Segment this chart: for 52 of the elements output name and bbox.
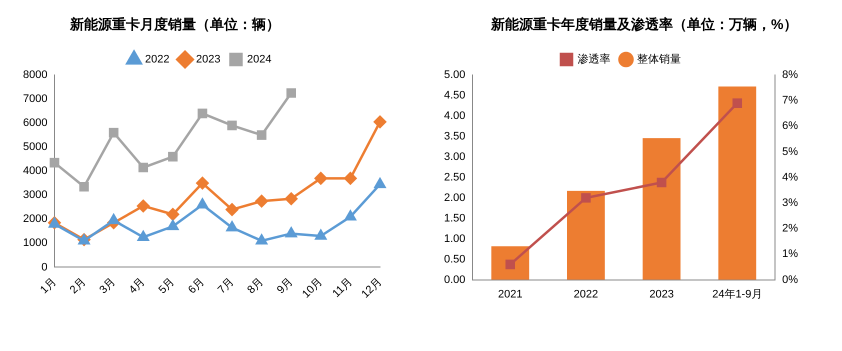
y-tick-label: 2.00 <box>444 192 466 204</box>
legend-label: 2023 <box>196 54 220 66</box>
legend-label: 2024 <box>246 54 272 66</box>
chart-title: 新能源重卡年度销量及渗透率（单位：万辆，%） <box>490 15 798 34</box>
y2-tick-label: 1% <box>782 248 798 260</box>
y-tick-label: 1000 <box>22 237 48 250</box>
y-tick-label: 2000 <box>22 213 48 226</box>
y-tick-label: 3.00 <box>444 150 466 163</box>
legend-label: 整体销量 <box>637 54 681 66</box>
y2-tick-label: 7% <box>782 94 798 107</box>
y-tick-label: 8000 <box>22 69 48 82</box>
y-tick-label: 3000 <box>22 189 48 202</box>
y-tick-label: 6000 <box>22 117 48 130</box>
y-tick-label: 0.00 <box>444 274 466 286</box>
y2-tick-label: 0% <box>782 274 798 286</box>
legend-label: 2022 <box>145 54 170 66</box>
y2-tick-label: 2% <box>782 222 798 235</box>
y-tick-label: 5.00 <box>444 69 466 82</box>
x-tick-label: 2月 <box>68 276 88 296</box>
y2-tick-label: 8% <box>782 69 798 82</box>
y-tick-label: 7000 <box>22 93 48 106</box>
legend-label: 渗透率 <box>578 52 610 66</box>
x-tick-label: 11月 <box>330 276 355 300</box>
y-tick-label: 0.50 <box>444 253 466 266</box>
y-tick-label: 4.50 <box>444 90 466 102</box>
x-tick-label: 6月 <box>186 276 207 296</box>
y2-tick-label: 3% <box>782 197 798 210</box>
x-tick-label: 4月 <box>126 276 148 296</box>
x-tick-label: 2023 <box>649 288 674 300</box>
y2-tick-label: 5% <box>782 146 798 158</box>
y-tick-label: 4.00 <box>444 110 466 122</box>
y2-tick-label: 4% <box>782 171 798 184</box>
x-tick-label: 8月 <box>245 276 266 296</box>
x-tick-label: 9月 <box>274 276 296 296</box>
y-tick-label: 0 <box>41 261 48 274</box>
x-tick-label: 12月 <box>359 276 384 301</box>
y-tick-label: 1.50 <box>444 212 466 224</box>
x-tick-label: 7月 <box>216 276 236 296</box>
x-tick-label: 3月 <box>97 276 118 296</box>
y-tick-label: 1.00 <box>444 232 466 245</box>
x-tick-label: 5月 <box>156 276 178 296</box>
chart-title: 新能源重卡月度销量（单位：辆） <box>69 15 281 34</box>
x-tick-label: 10月 <box>300 276 326 301</box>
x-tick-label: 24年1-9月 <box>712 288 762 300</box>
y-tick-label: 2.50 <box>444 171 466 184</box>
y-tick-label: 4000 <box>22 165 48 178</box>
x-tick-label: 2021 <box>498 288 522 300</box>
x-tick-label: 2022 <box>574 288 598 300</box>
y-tick-label: 5000 <box>22 141 48 154</box>
x-tick-label: 1月 <box>38 276 59 296</box>
y2-tick-label: 6% <box>782 120 798 132</box>
y-tick-label: 3.50 <box>444 130 466 142</box>
